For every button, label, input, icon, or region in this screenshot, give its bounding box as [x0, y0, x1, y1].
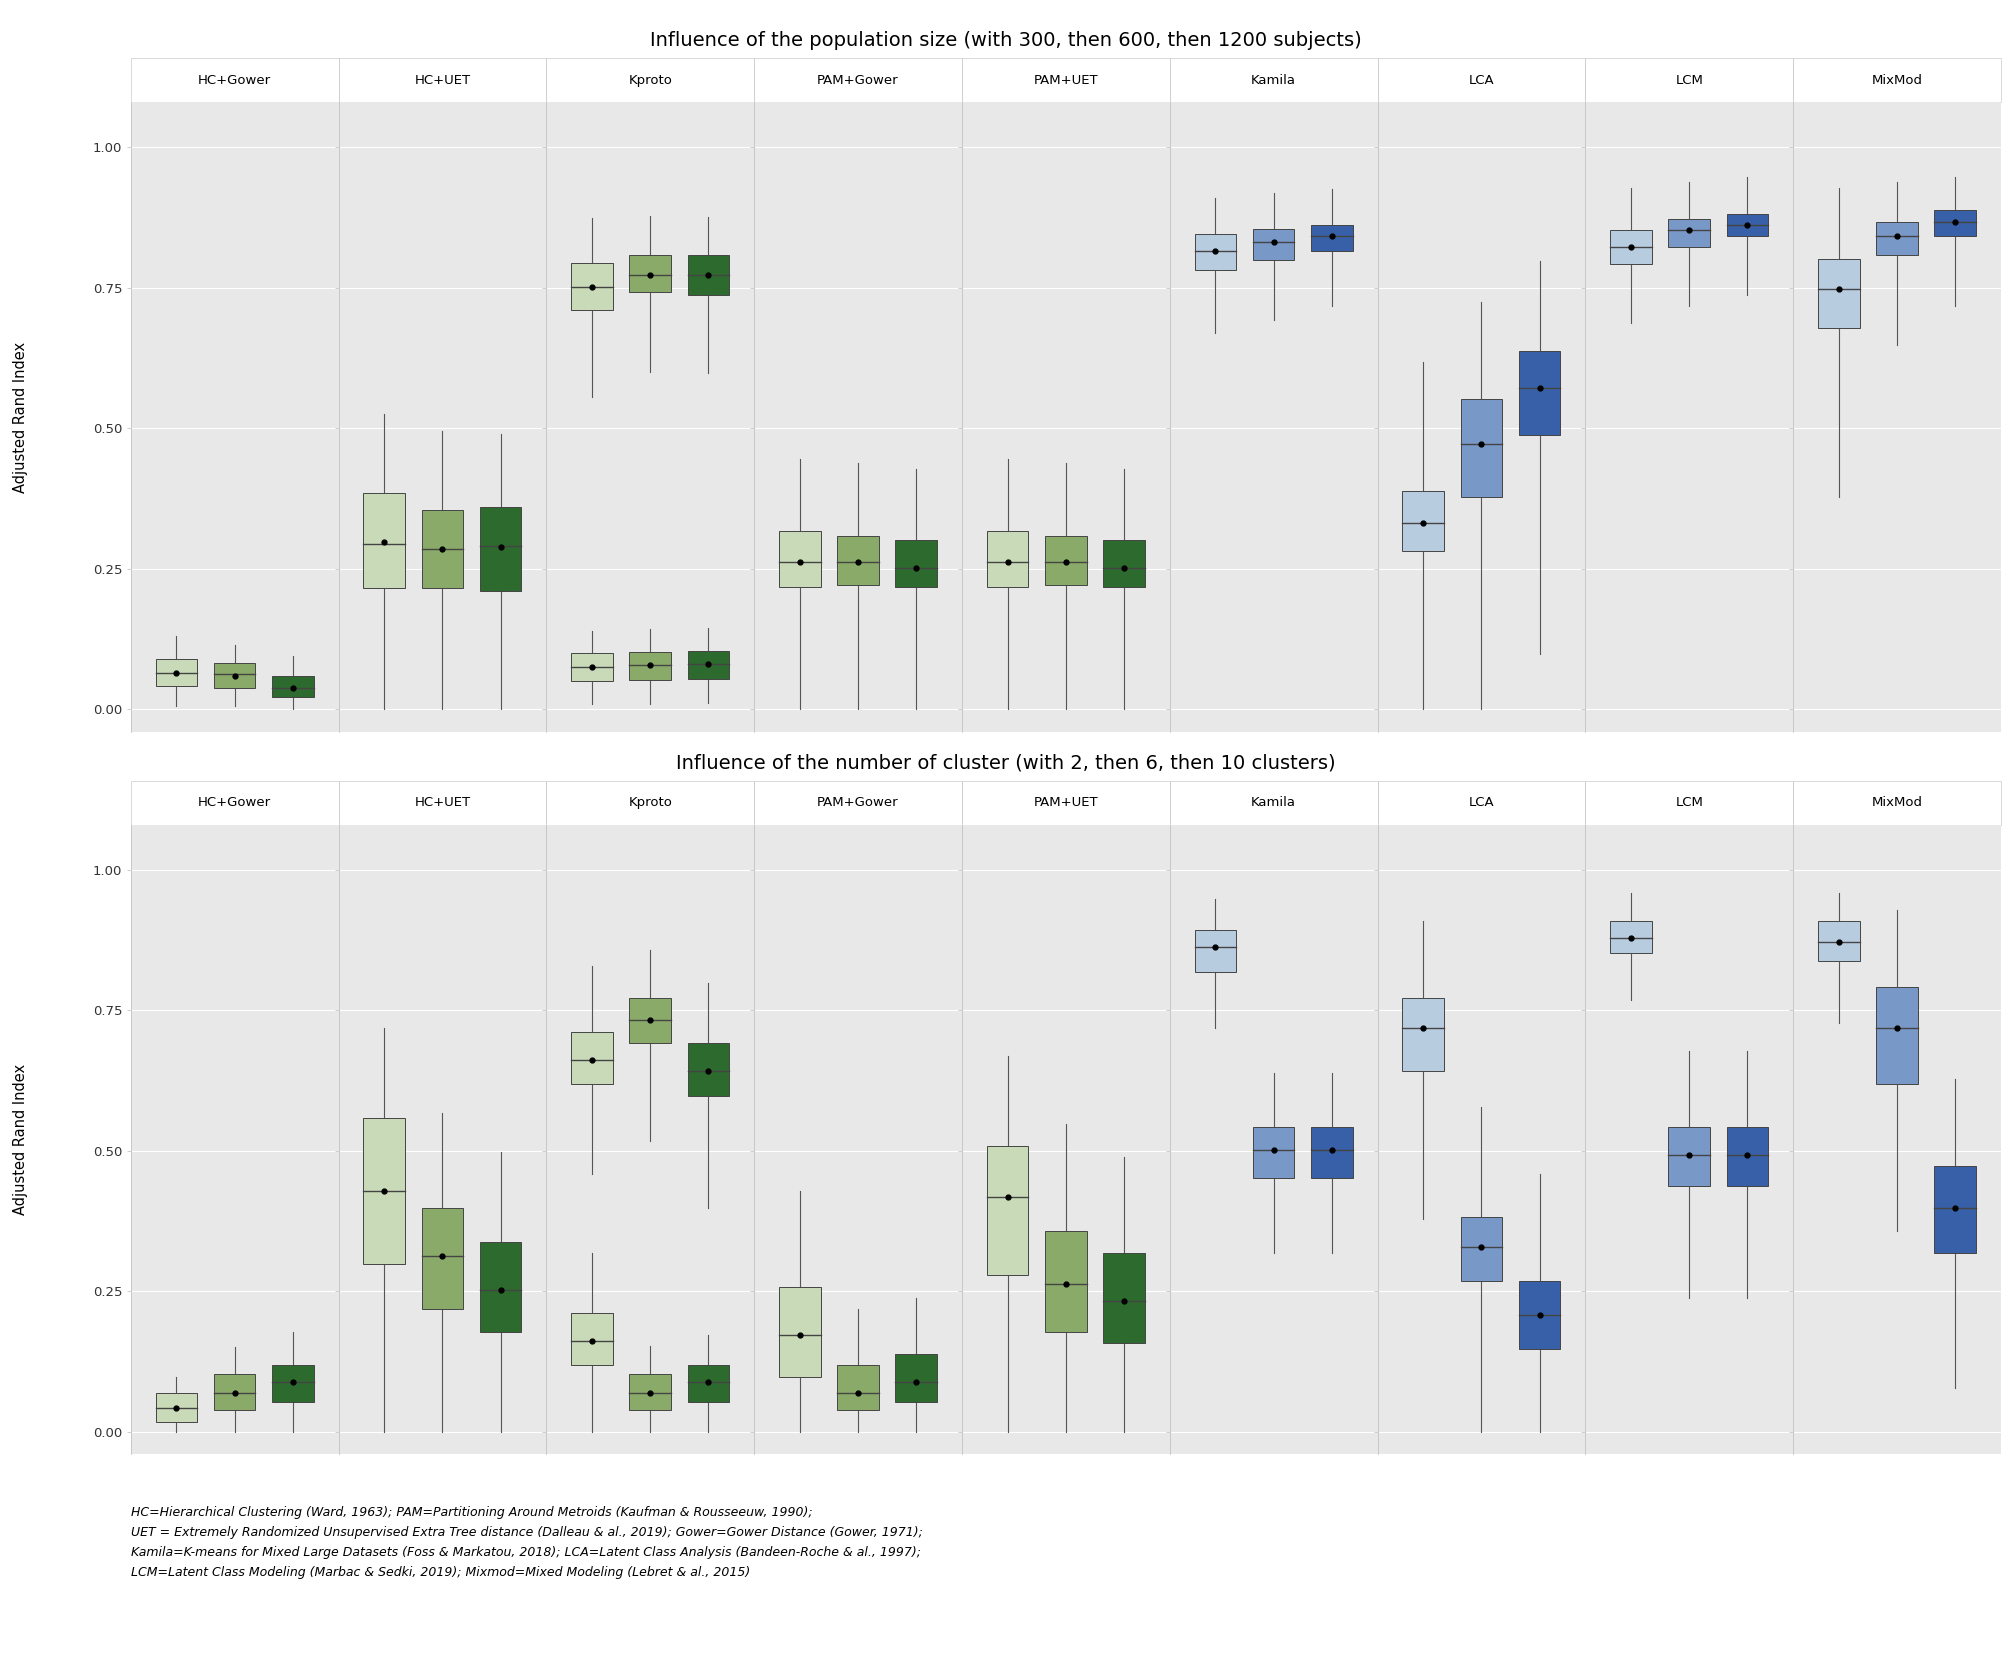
Bar: [271, 1366, 314, 1403]
Bar: [364, 493, 404, 588]
Bar: [364, 1118, 404, 1264]
Bar: [1818, 921, 1860, 961]
Bar: [1518, 352, 1561, 435]
Bar: [1669, 220, 1709, 247]
Bar: [837, 1366, 879, 1411]
Text: Influence of the number of cluster (with 2, then 6, then 10 clusters): Influence of the number of cluster (with…: [676, 753, 1335, 773]
Bar: [481, 1241, 521, 1331]
Bar: [778, 1286, 820, 1376]
Bar: [571, 1031, 613, 1085]
Bar: [1876, 222, 1918, 255]
Bar: [629, 1374, 672, 1411]
Bar: [1727, 1128, 1768, 1186]
Bar: [1253, 1128, 1295, 1178]
Bar: [778, 530, 820, 586]
Bar: [895, 1354, 937, 1403]
Text: Kamila: Kamila: [1251, 73, 1297, 87]
Text: Influence of the population size (with 300, then 600, then 1200 subjects): Influence of the population size (with 3…: [650, 32, 1361, 50]
Bar: [1195, 235, 1237, 270]
Text: HC=Hierarchical Clustering (Ward, 1963); PAM=Partitioning Around Metroids (Kaufm: HC=Hierarchical Clustering (Ward, 1963);…: [131, 1506, 923, 1579]
Bar: [688, 1043, 730, 1096]
Text: Kproto: Kproto: [627, 73, 672, 87]
Bar: [688, 651, 730, 680]
Text: PAM+UET: PAM+UET: [1034, 73, 1098, 87]
Bar: [422, 1208, 463, 1309]
Bar: [155, 658, 197, 686]
Bar: [1104, 540, 1144, 586]
Bar: [629, 651, 672, 680]
Bar: [1046, 1231, 1086, 1331]
Text: HC+Gower: HC+Gower: [197, 73, 271, 87]
Bar: [837, 536, 879, 585]
Bar: [1460, 400, 1502, 496]
Bar: [271, 676, 314, 696]
Bar: [895, 540, 937, 586]
Bar: [1195, 930, 1237, 971]
Text: MixMod: MixMod: [1872, 73, 1923, 87]
Bar: [1876, 986, 1918, 1085]
Bar: [571, 263, 613, 310]
Bar: [213, 1374, 255, 1411]
Bar: [1104, 1253, 1144, 1343]
Text: MixMod: MixMod: [1872, 796, 1923, 810]
Text: Kproto: Kproto: [627, 796, 672, 810]
Bar: [571, 653, 613, 681]
Bar: [1518, 1281, 1561, 1348]
Text: Kamila: Kamila: [1251, 796, 1297, 810]
Bar: [1727, 213, 1768, 237]
Text: Adjusted Rand Index: Adjusted Rand Index: [12, 342, 28, 493]
Text: PAM+UET: PAM+UET: [1034, 796, 1098, 810]
Bar: [1046, 536, 1086, 585]
Bar: [1935, 210, 1977, 237]
Text: LCM: LCM: [1675, 73, 1703, 87]
Bar: [1611, 230, 1651, 265]
Text: LCM: LCM: [1675, 796, 1703, 810]
Bar: [1818, 258, 1860, 328]
Bar: [1402, 998, 1444, 1071]
Bar: [629, 998, 672, 1043]
Text: HC+UET: HC+UET: [414, 73, 471, 87]
Text: LCA: LCA: [1468, 796, 1494, 810]
Bar: [1935, 1166, 1977, 1253]
Bar: [1669, 1128, 1709, 1186]
Bar: [422, 510, 463, 588]
Bar: [1253, 228, 1295, 260]
Bar: [571, 1313, 613, 1366]
Text: PAM+Gower: PAM+Gower: [816, 796, 899, 810]
Bar: [688, 1366, 730, 1403]
Text: HC+Gower: HC+Gower: [197, 796, 271, 810]
Bar: [155, 1393, 197, 1421]
Bar: [1311, 225, 1353, 252]
Bar: [987, 530, 1028, 586]
Bar: [987, 1146, 1028, 1276]
Bar: [629, 255, 672, 292]
Text: LCA: LCA: [1468, 73, 1494, 87]
Bar: [1460, 1218, 1502, 1281]
Bar: [1311, 1128, 1353, 1178]
Bar: [1402, 491, 1444, 551]
Bar: [213, 663, 255, 688]
Bar: [1611, 921, 1651, 953]
Bar: [688, 255, 730, 295]
Text: Adjusted Rand Index: Adjusted Rand Index: [12, 1065, 28, 1215]
Text: HC+UET: HC+UET: [414, 796, 471, 810]
Bar: [481, 506, 521, 591]
Text: PAM+Gower: PAM+Gower: [816, 73, 899, 87]
